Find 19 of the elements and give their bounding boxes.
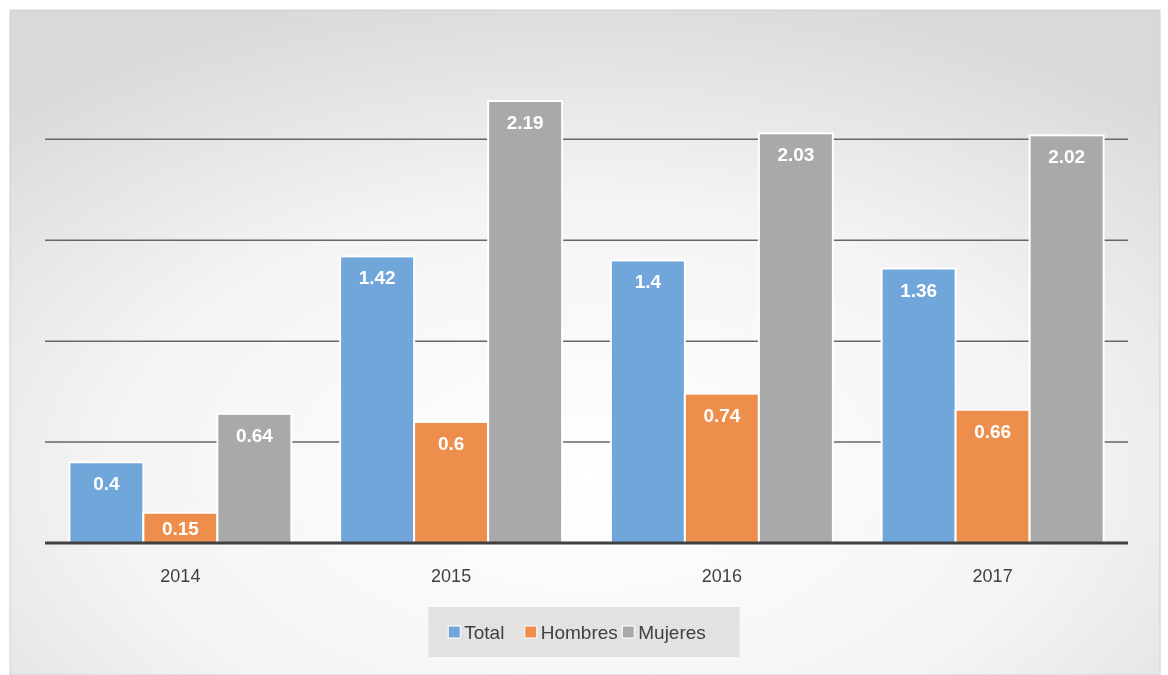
x-tick-label: 2017 bbox=[972, 566, 1013, 586]
data-label: 2.02 bbox=[1048, 146, 1086, 168]
data-label: 0.64 bbox=[235, 424, 274, 446]
data-label: 1.42 bbox=[358, 267, 396, 289]
data-label: 0.66 bbox=[974, 420, 1012, 442]
data-label: 1.4 bbox=[634, 271, 662, 293]
data-label: 1.36 bbox=[900, 279, 938, 301]
data-label: 0.15 bbox=[161, 518, 200, 539]
legend-label: Total bbox=[464, 621, 505, 643]
data-label: 0.74 bbox=[703, 404, 741, 426]
x-tick-label: 2016 bbox=[701, 566, 742, 586]
data-label: 2.19 bbox=[506, 112, 544, 134]
data-label: 2.03 bbox=[777, 144, 815, 166]
legend-label: Hombres bbox=[540, 621, 618, 643]
data-label: 0.4 bbox=[93, 473, 120, 495]
data-label: 0.6 bbox=[437, 432, 465, 454]
x-tick-label: 2015 bbox=[431, 566, 472, 586]
legend-label: Mujeres bbox=[638, 621, 706, 643]
x-tick-label: 2014 bbox=[160, 566, 201, 586]
